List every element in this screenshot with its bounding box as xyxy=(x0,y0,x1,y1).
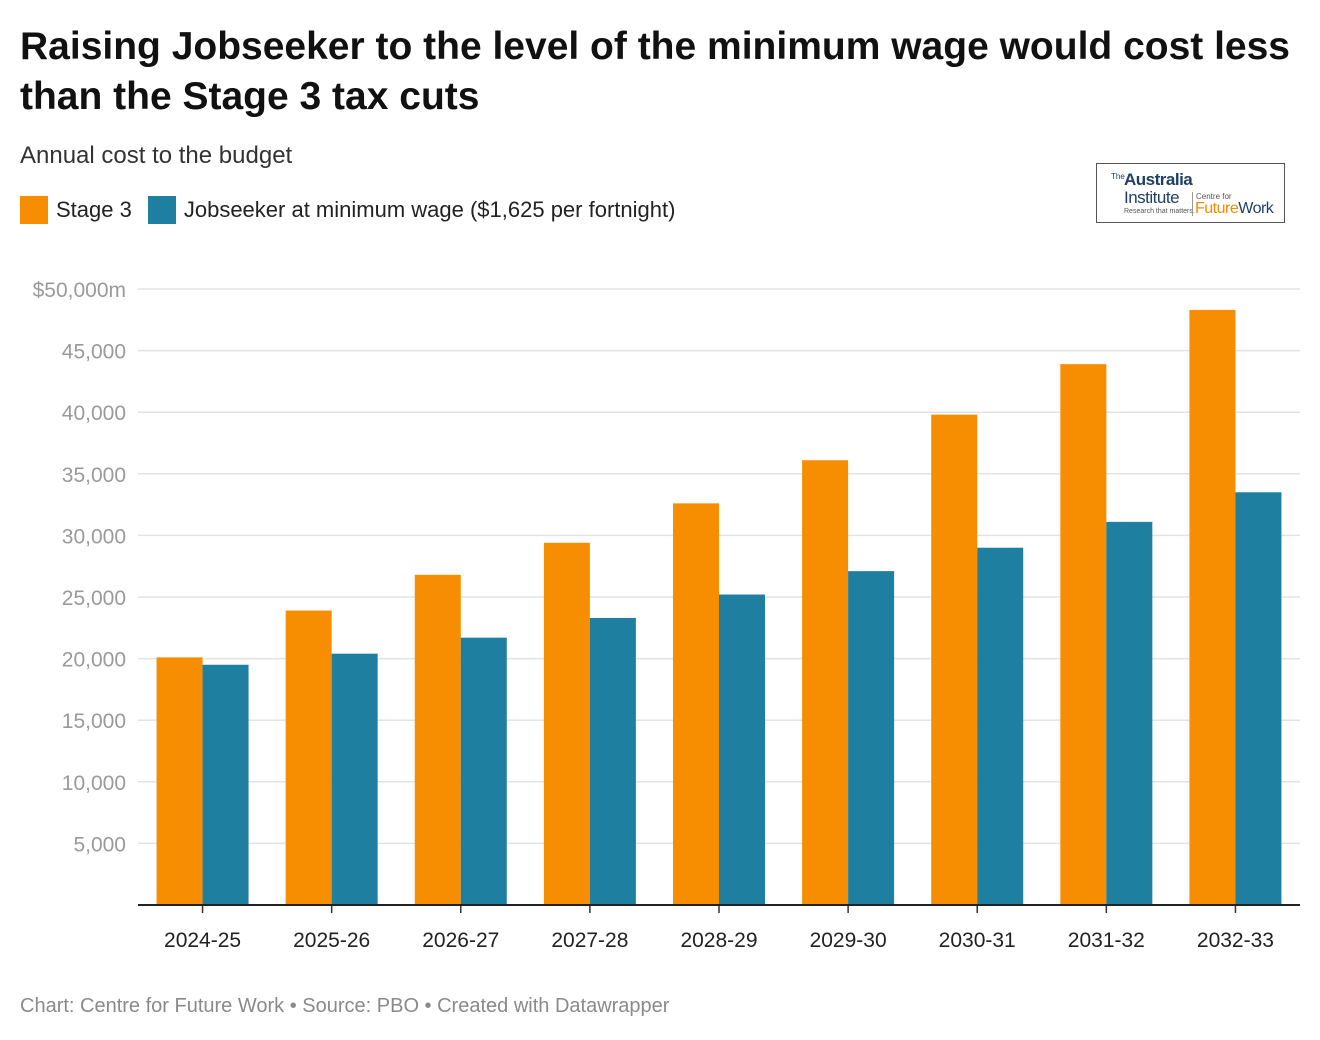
y-tick-label: 25,000 xyxy=(62,587,126,610)
logo-centre-for: Centre for xyxy=(1196,192,1232,201)
x-tick-label: 2026-27 xyxy=(422,929,499,952)
bar-stage3 xyxy=(802,460,849,905)
y-tick-label: $50,000m xyxy=(33,279,126,302)
bar-jobseeker xyxy=(1235,492,1282,905)
x-tick-label: 2025-26 xyxy=(293,929,370,952)
bar-jobseeker xyxy=(589,617,636,905)
bar-stage3 xyxy=(1060,364,1107,906)
x-tick-label: 2030-31 xyxy=(939,929,1016,952)
x-tick-label: 2028-29 xyxy=(680,929,757,952)
bar-jobseeker xyxy=(848,571,895,905)
legend-item-stage3: Stage 3 xyxy=(20,196,132,224)
x-tick-label: 2031-32 xyxy=(1068,929,1145,952)
bar-stage3 xyxy=(285,610,332,905)
legend-label-stage3: Stage 3 xyxy=(56,197,132,222)
logo-the: The xyxy=(1111,172,1125,181)
bar-stage3 xyxy=(156,657,203,905)
australia-institute-logo: The Australia Institute Research that ma… xyxy=(1096,163,1285,223)
chart-subtitle: Annual cost to the budget xyxy=(20,142,293,169)
legend-item-jobseeker: Jobseeker at minimum wage ($1,625 per fo… xyxy=(147,196,676,224)
bar-stage3 xyxy=(414,574,461,905)
logo-tagline: Research that matters. xyxy=(1124,208,1195,215)
y-tick-label: 30,000 xyxy=(62,525,126,548)
y-tick-label: 40,000 xyxy=(62,402,126,425)
legend: Stage 3 Jobseeker at minimum wage ($1,62… xyxy=(20,196,691,224)
y-tick-label: 45,000 xyxy=(62,341,126,364)
bar-jobseeker xyxy=(977,547,1024,905)
bar-stage3 xyxy=(1189,309,1236,906)
logo-australia: Australia xyxy=(1124,170,1193,189)
bar-jobseeker xyxy=(331,653,378,905)
legend-swatch-stage3 xyxy=(20,196,48,224)
bar-jobseeker xyxy=(460,637,507,905)
chart-title: Raising Jobseeker to the level of the mi… xyxy=(20,25,1290,118)
chart-footer: Chart: Centre for Future Work • Source: … xyxy=(20,995,670,1017)
legend-label-jobseeker: Jobseeker at minimum wage ($1,625 per fo… xyxy=(183,197,676,222)
bar-stage3 xyxy=(931,414,978,905)
bar-jobseeker xyxy=(719,594,765,905)
bar-jobseeker xyxy=(1106,521,1153,905)
y-tick-label: 5,000 xyxy=(73,833,126,856)
x-tick-label: 2024-25 xyxy=(164,929,241,952)
x-tick-label: 2029-30 xyxy=(810,929,887,952)
y-tick-label: 15,000 xyxy=(62,710,126,733)
bar-stage3 xyxy=(543,542,590,905)
y-tick-label: 35,000 xyxy=(62,464,126,487)
y-tick-label: 10,000 xyxy=(62,772,126,795)
logo-future-work: FutureWork xyxy=(1195,200,1274,218)
logo-divider xyxy=(1192,192,1193,216)
logo-work: Work xyxy=(1238,200,1274,217)
bar-jobseeker xyxy=(202,664,249,905)
x-tick-label: 2027-28 xyxy=(551,929,628,952)
logo-institute: Institute xyxy=(1124,188,1180,207)
y-tick-label: 20,000 xyxy=(62,649,126,672)
legend-swatch-jobseeker xyxy=(147,196,176,224)
bar-stage3 xyxy=(673,503,719,905)
x-tick-label: 2032-33 xyxy=(1197,929,1274,952)
logo-future: Future xyxy=(1195,200,1239,217)
